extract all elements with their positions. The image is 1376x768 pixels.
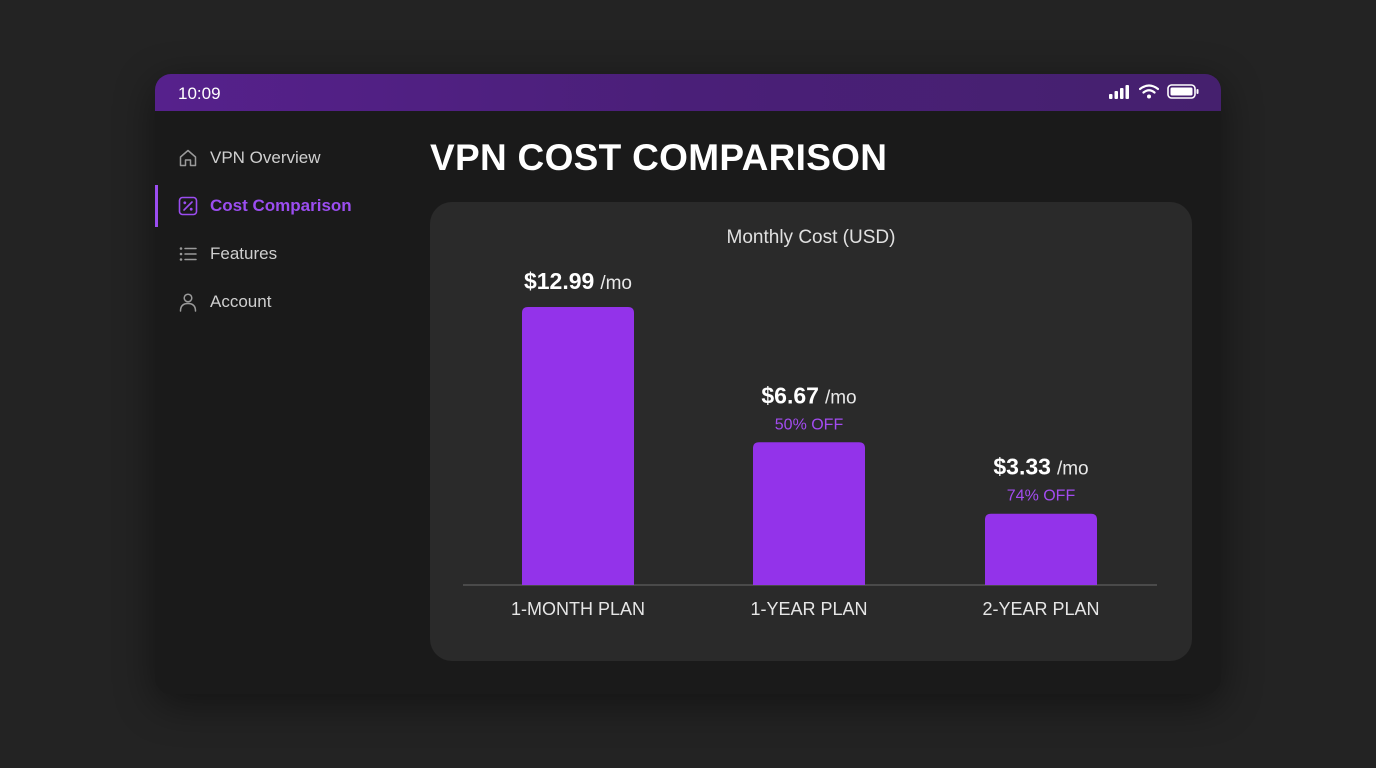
sidebar-item-cost-comparison[interactable]: Cost Comparison [155, 185, 405, 227]
sidebar-item-label: VPN Overview [210, 148, 321, 167]
sidebar-item-account[interactable]: Account [155, 281, 405, 323]
chart-value-label: $3.33/mo [993, 454, 1088, 480]
chart-category-label: 1-MONTH PLAN [511, 599, 645, 619]
sidebar-item-vpn-overview[interactable]: VPN Overview [155, 137, 405, 179]
chart-bar [753, 442, 865, 585]
percent-icon [178, 196, 198, 216]
bar-chart: $12.99/mo 1-MONTH PLAN $6.67/mo 50% OFF 1-YE… [463, 268, 1157, 619]
list-icon [178, 244, 198, 264]
app-window: 10:09 [155, 74, 1221, 694]
chart-category-label: 2-YEAR PLAN [982, 599, 1099, 619]
chart-title: Monthly Cost (USD) [726, 227, 896, 248]
chart-value-label: $12.99/mo [524, 268, 632, 294]
chart-category-label: 1-YEAR PLAN [750, 599, 867, 619]
chart-discount-label: 74% OFF [1007, 488, 1076, 505]
battery-icon [1167, 84, 1199, 99]
home-icon [178, 148, 198, 168]
wifi-icon [1139, 84, 1159, 99]
status-icons [1109, 84, 1199, 99]
chart-bar [522, 307, 634, 585]
status-time: 10:09 [178, 84, 221, 103]
user-icon [178, 292, 198, 312]
page-title: VPN COST COMPARISON [430, 137, 888, 178]
chart-value-label: $6.67/mo [761, 382, 856, 408]
chart-discount-label: 50% OFF [775, 416, 844, 433]
chart-bar [985, 513, 1097, 585]
sidebar-item-label: Features [210, 244, 278, 263]
signal-icon [1109, 84, 1131, 99]
sidebar-item-label: Account [210, 292, 272, 311]
sidebar-item-label: Cost Comparison [210, 196, 352, 215]
chart-card: Monthly Cost (USD) $12.99/mo 1-MONTH PLAN… [430, 202, 1192, 661]
sidebar-item-features[interactable]: Features [155, 233, 405, 275]
sidebar: VPN Overview Cost Comparison [155, 111, 405, 694]
status-bar: 10:09 [155, 74, 1221, 111]
